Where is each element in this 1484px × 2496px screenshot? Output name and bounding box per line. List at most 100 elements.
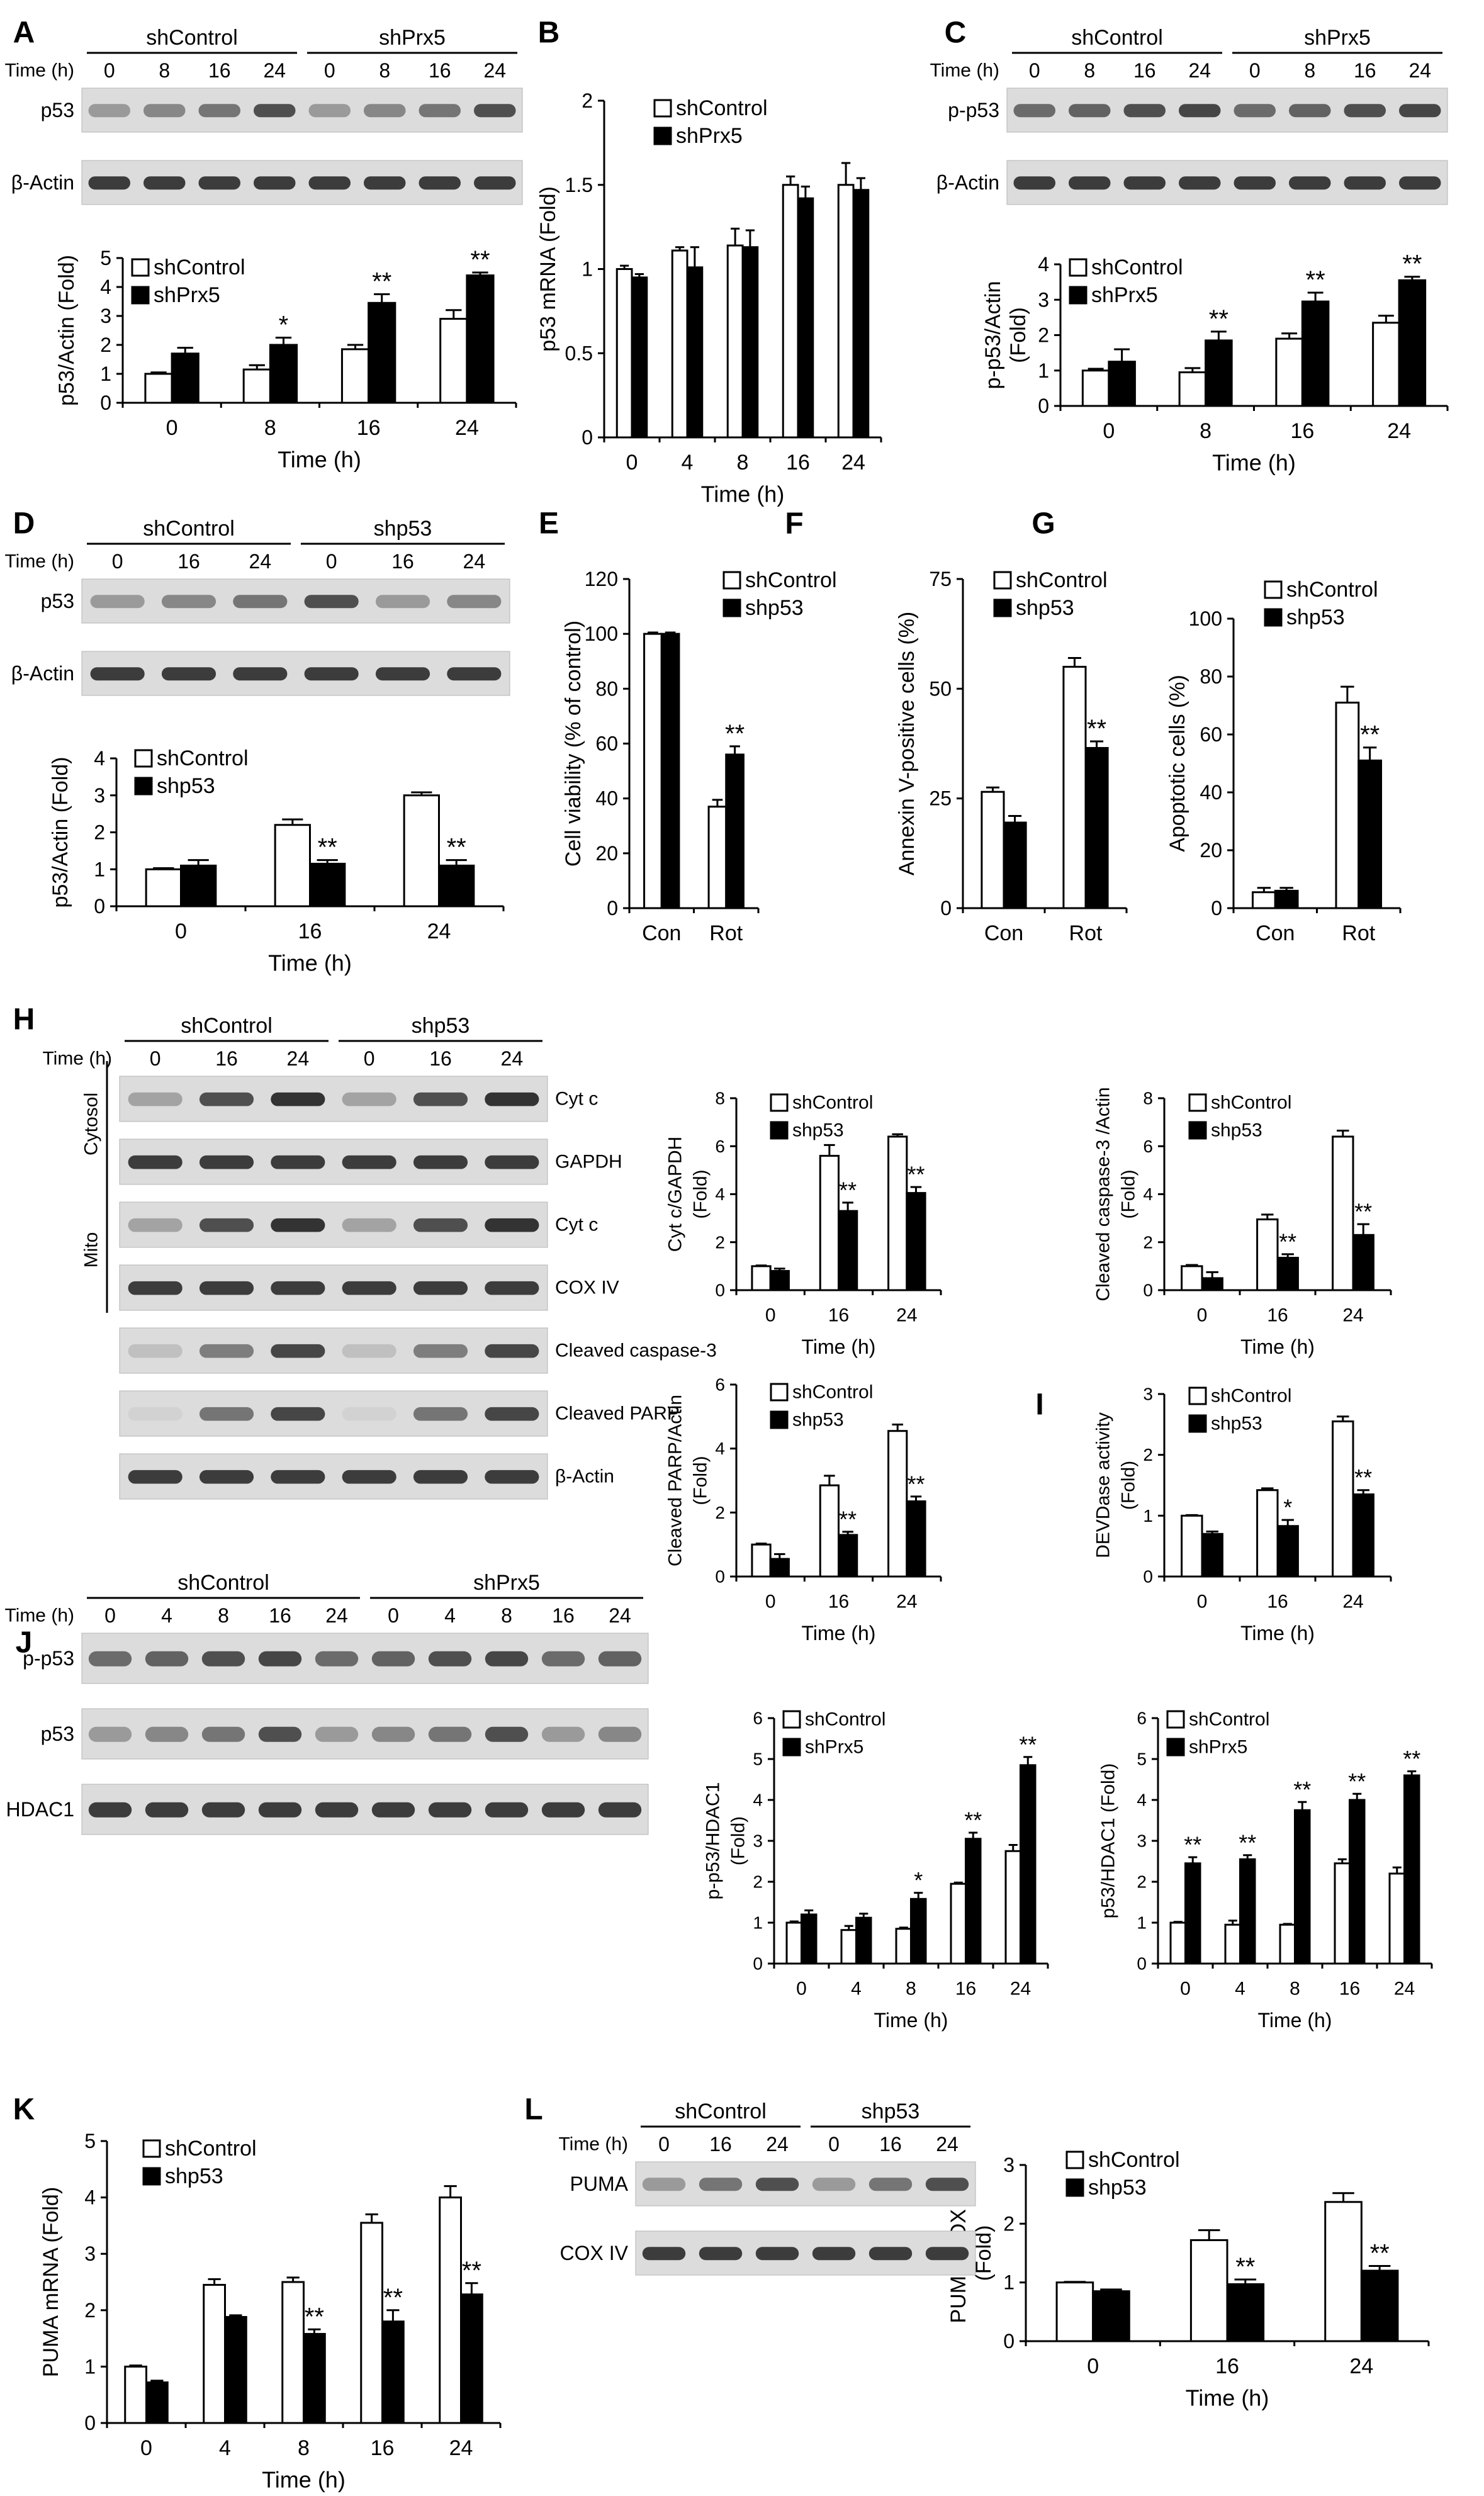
x-tick-label: 8 [264, 416, 276, 440]
chart-E: 0 20 40 60 80 100 120 Con Rot Cell viability (% o… [561, 568, 836, 945]
blot-row-band [145, 1726, 189, 1742]
y-tick-label: 25 [929, 787, 952, 810]
y-tick-label: 3 [1038, 288, 1049, 311]
blot-time-point: 8 [1304, 59, 1315, 82]
y-axis-label: Cleaved caspase-3 /Actin [1093, 1087, 1113, 1301]
legend-label: shControl [165, 2137, 257, 2161]
legend-swatch [770, 1410, 789, 1429]
x-tick-label: 4 [682, 451, 694, 475]
y-tick-label: 2 [1003, 2212, 1015, 2235]
bar-control [1275, 337, 1303, 407]
blot-row-label: Cyt c [555, 1089, 598, 1110]
bar-knockdown [769, 1558, 790, 1578]
bar-knockdown [438, 864, 475, 908]
blot-time-point: 8 [379, 59, 390, 82]
blot-row-band [161, 667, 216, 681]
bar-control [1256, 1218, 1279, 1291]
significance-mark: ** [318, 834, 337, 862]
blot-row-band [413, 1155, 468, 1169]
y-axis-label: Annexin V-positive cells (%) [895, 612, 919, 876]
y-tick-label: 0 [753, 1954, 763, 1974]
y-tick-label: 1 [1003, 2271, 1015, 2294]
y-axis-label: Cell viability (% of control) [561, 621, 585, 867]
blot-fraction-label: Mito [81, 1232, 102, 1268]
legend-swatch [131, 286, 150, 305]
blot-row-band [128, 1344, 183, 1358]
y-tick-label: 0 [607, 897, 618, 919]
significance-mark: ** [470, 246, 490, 274]
blot-row-band [755, 2247, 799, 2261]
bar-knockdown [145, 2381, 169, 2424]
bar-knockdown [852, 189, 870, 439]
legend-label: shControl [1286, 578, 1378, 602]
blot-row-band [598, 1651, 642, 1667]
legend-swatch [1188, 1121, 1207, 1140]
y-tick-label: 4 [1137, 1790, 1147, 1810]
significance-mark: ** [383, 2284, 403, 2312]
blot-group-label: shPrx5 [473, 1571, 540, 1595]
blot-time-point: 24 [325, 1604, 348, 1627]
blot-row-label: GAPDH [555, 1152, 622, 1172]
blot-row-band [419, 176, 461, 190]
significance-mark: ** [1239, 1830, 1256, 1855]
blot-row-band [128, 1092, 183, 1106]
legend-label: shControl [1088, 2148, 1180, 2172]
blot-time-point: 4 [161, 1604, 172, 1627]
panel-letter-C: C [945, 16, 967, 50]
blot-row-band [925, 2178, 969, 2191]
blot-row-band [88, 1726, 132, 1742]
legend-label: shPrx5 [1189, 1737, 1247, 1758]
significance-mark: ** [839, 1177, 857, 1203]
y-tick-label: 3 [1137, 1831, 1147, 1851]
blot-row-band [271, 1470, 325, 1484]
blot-row-label: β-Actin [555, 1466, 614, 1487]
x-tick-label: 16 [298, 919, 322, 943]
bar-knockdown [1108, 361, 1136, 407]
y-tick-label: 80 [595, 677, 618, 700]
y-tick-label: 1 [1143, 1506, 1153, 1526]
blot-row-band [364, 104, 406, 118]
legend-label: shPrx5 [805, 1737, 863, 1758]
blot-group-label: shControl [1071, 26, 1163, 50]
blot-row-membrane [81, 651, 510, 696]
blot-row-membrane [81, 578, 510, 624]
blot-time-point: 24 [287, 1047, 310, 1070]
blot-row-band [315, 1651, 359, 1667]
x-tick-label: 24 [449, 2436, 473, 2460]
bar-knockdown [1020, 1764, 1037, 1965]
y-axis-label: p-p53/HDAC1 [702, 1782, 723, 1900]
blot-row-band [642, 2247, 686, 2261]
blot-row-band [485, 1407, 539, 1421]
blot-time-point: 0 [1249, 59, 1261, 82]
significance-mark: ** [1306, 266, 1325, 294]
y-tick-label: 2 [715, 1503, 725, 1522]
x-axis-label: Time (h) [1212, 450, 1296, 476]
bar-control [1335, 701, 1360, 909]
x-tick-label: 16 [371, 2436, 395, 2460]
blot-row-band [199, 1218, 254, 1232]
bar-knockdown [1403, 1774, 1420, 1965]
blot-row-band [258, 1651, 302, 1667]
panel-letter-A: A [13, 16, 35, 50]
blot-row-band [541, 1651, 585, 1667]
y-tick-label: 4 [1038, 253, 1049, 276]
y-tick-label: 5 [753, 1750, 763, 1769]
bar-control [981, 790, 1005, 909]
blot-row-label: HDAC1 [6, 1798, 74, 1821]
y-tick-label: 3 [94, 784, 105, 807]
x-axis-label: Time (h) [268, 950, 352, 976]
bar-knockdown [838, 1534, 858, 1578]
y-tick-label: 60 [595, 733, 618, 755]
legend-label: shControl [1189, 1709, 1269, 1730]
y-tick-label: 4 [715, 1439, 725, 1458]
blot-group-label: shControl [181, 1014, 273, 1038]
blot-row-band [541, 1802, 585, 1818]
bar-knockdown [838, 1210, 858, 1291]
x-axis-label: Time (h) [874, 2009, 948, 2032]
y-tick-label: 1 [753, 1913, 763, 1933]
y-tick-label: 1 [100, 363, 111, 385]
legend-label: shp53 [792, 1120, 844, 1141]
bar-knockdown [1352, 1234, 1374, 1291]
